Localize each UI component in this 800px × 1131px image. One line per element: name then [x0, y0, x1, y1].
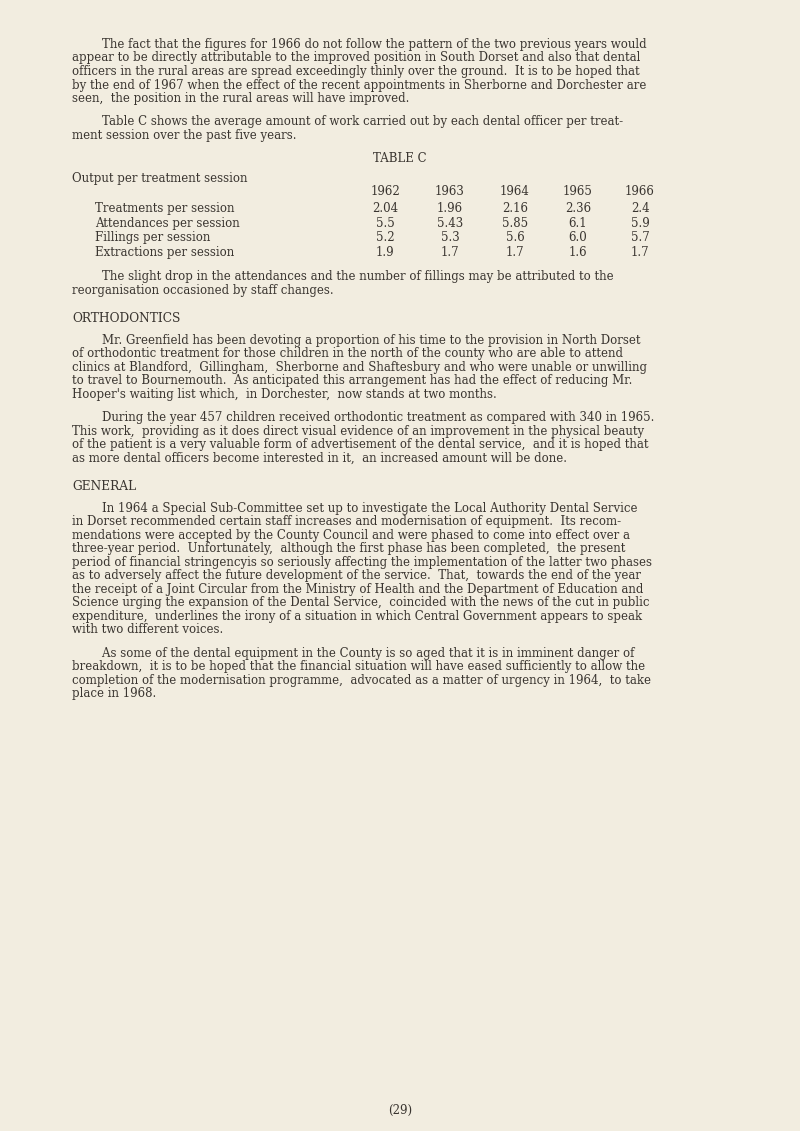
Text: TABLE C: TABLE C [373, 153, 427, 165]
Text: in Dorset recommended certain staff increases and modernisation of equipment.  I: in Dorset recommended certain staff incr… [72, 516, 621, 528]
Text: 1965: 1965 [563, 185, 593, 198]
Text: mendations were accepted by the County Council and were phased to come into effe: mendations were accepted by the County C… [72, 529, 630, 542]
Text: Treatments per session: Treatments per session [95, 202, 234, 215]
Text: clinics at Blandford,  Gillingham,  Sherborne and Shaftesbury and who were unabl: clinics at Blandford, Gillingham, Sherbo… [72, 361, 647, 374]
Text: by the end of 1967 when the effect of the recent appointments in Sherborne and D: by the end of 1967 when the effect of th… [72, 78, 646, 92]
Text: place in 1968.: place in 1968. [72, 688, 156, 700]
Text: reorganisation occasioned by staff changes.: reorganisation occasioned by staff chang… [72, 284, 334, 297]
Text: ORTHODONTICS: ORTHODONTICS [72, 312, 180, 326]
Text: 1.96: 1.96 [437, 202, 463, 215]
Text: three-year period.  Unfortunately,  although the first phase has been completed,: three-year period. Unfortunately, althou… [72, 543, 626, 555]
Text: 5.7: 5.7 [630, 232, 650, 244]
Text: 2.4: 2.4 [630, 202, 650, 215]
Text: 1.7: 1.7 [506, 245, 524, 259]
Text: period of financial stringencyis so seriously affecting the implementation of th: period of financial stringencyis so seri… [72, 556, 652, 569]
Text: This work,  providing as it does direct visual evidence of an improvement in the: This work, providing as it does direct v… [72, 425, 644, 438]
Text: (29): (29) [388, 1104, 412, 1117]
Text: appear to be directly attributable to the improved position in South Dorset and : appear to be directly attributable to th… [72, 52, 640, 64]
Text: The slight drop in the attendances and the number of fillings may be attributed : The slight drop in the attendances and t… [72, 270, 614, 284]
Text: 2.16: 2.16 [502, 202, 528, 215]
Text: the receipt of a Joint Circular from the Ministry of Health and the Department o: the receipt of a Joint Circular from the… [72, 582, 643, 596]
Text: Mr. Greenfield has been devoting a proportion of his time to the provision in No: Mr. Greenfield has been devoting a propo… [72, 334, 641, 347]
Text: 5.43: 5.43 [437, 217, 463, 230]
Text: 6.0: 6.0 [569, 232, 587, 244]
Text: 1962: 1962 [370, 185, 400, 198]
Text: 5.3: 5.3 [441, 232, 459, 244]
Text: 5.6: 5.6 [506, 232, 524, 244]
Text: Output per treatment session: Output per treatment session [72, 172, 247, 185]
Text: expenditure,  underlines the irony of a situation in which Central Government ap: expenditure, underlines the irony of a s… [72, 610, 642, 623]
Text: 2.36: 2.36 [565, 202, 591, 215]
Text: In 1964 a Special Sub-Committee set up to investigate the Local Authority Dental: In 1964 a Special Sub-Committee set up t… [72, 502, 638, 515]
Text: 2.04: 2.04 [372, 202, 398, 215]
Text: 1.7: 1.7 [441, 245, 459, 259]
Text: 5.2: 5.2 [376, 232, 394, 244]
Text: During the year 457 children received orthodontic treatment as compared with 340: During the year 457 children received or… [72, 412, 654, 424]
Text: 5.85: 5.85 [502, 217, 528, 230]
Text: as to adversely affect the future development of the service.  That,  towards th: as to adversely affect the future develo… [72, 569, 641, 582]
Text: 1.7: 1.7 [630, 245, 650, 259]
Text: 1.6: 1.6 [569, 245, 587, 259]
Text: Science urging the expansion of the Dental Service,  coincided with the news of : Science urging the expansion of the Dent… [72, 596, 650, 610]
Text: Table C shows the average amount of work carried out by each dental officer per : Table C shows the average amount of work… [72, 115, 623, 129]
Text: Extractions per session: Extractions per session [95, 245, 234, 259]
Text: officers in the rural areas are spread exceedingly thinly over the ground.  It i: officers in the rural areas are spread e… [72, 64, 640, 78]
Text: As some of the dental equipment in the County is so aged that it is in imminent : As some of the dental equipment in the C… [72, 647, 634, 661]
Text: Attendances per session: Attendances per session [95, 217, 240, 230]
Text: The fact that the figures for 1966 do not follow the pattern of the two previous: The fact that the figures for 1966 do no… [72, 38, 646, 51]
Text: of orthodontic treatment for those children in the north of the county who are a: of orthodontic treatment for those child… [72, 347, 623, 361]
Text: completion of the modernisation programme,  advocated as a matter of urgency in : completion of the modernisation programm… [72, 674, 651, 687]
Text: 1964: 1964 [500, 185, 530, 198]
Text: breakdown,  it is to be hoped that the financial situation will have eased suffi: breakdown, it is to be hoped that the fi… [72, 661, 645, 673]
Text: 5.9: 5.9 [630, 217, 650, 230]
Text: 1963: 1963 [435, 185, 465, 198]
Text: with two different voices.: with two different voices. [72, 623, 223, 637]
Text: GENERAL: GENERAL [72, 481, 136, 493]
Text: as more dental officers become interested in it,  an increased amount will be do: as more dental officers become intereste… [72, 452, 567, 465]
Text: Fillings per session: Fillings per session [95, 232, 210, 244]
Text: ment session over the past five years.: ment session over the past five years. [72, 129, 297, 143]
Text: seen,  the position in the rural areas will have improved.: seen, the position in the rural areas wi… [72, 92, 410, 105]
Text: to travel to Bournemouth.  As anticipated this arrangement has had the effect of: to travel to Bournemouth. As anticipated… [72, 374, 632, 388]
Text: 1966: 1966 [625, 185, 655, 198]
Text: 6.1: 6.1 [569, 217, 587, 230]
Text: 1.9: 1.9 [376, 245, 394, 259]
Text: Hooper's waiting list which,  in Dorchester,  now stands at two months.: Hooper's waiting list which, in Dorchest… [72, 388, 497, 402]
Text: of the patient is a very valuable form of advertisement of the dental service,  : of the patient is a very valuable form o… [72, 439, 649, 451]
Text: 5.5: 5.5 [376, 217, 394, 230]
